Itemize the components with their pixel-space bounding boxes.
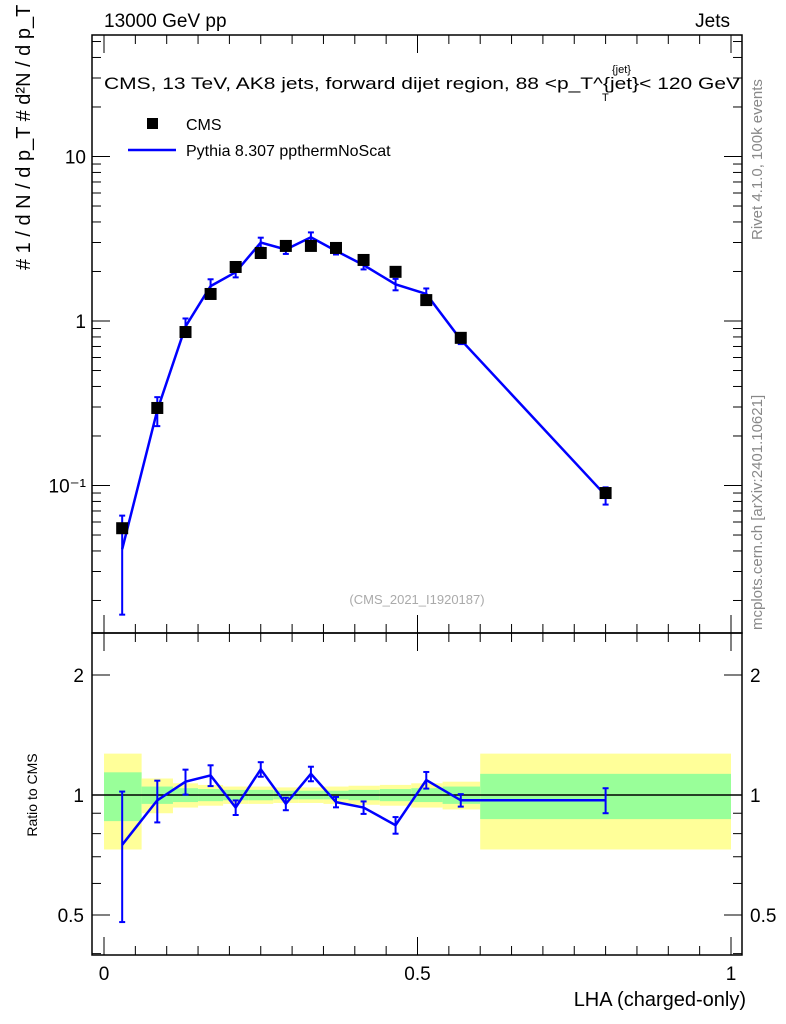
plot-title-superscript: {jet} xyxy=(612,64,631,76)
ratio-y-tick-label: 1 xyxy=(750,786,761,807)
rivet-label: Rivet 4.1.0, 100k events xyxy=(749,79,766,240)
header-right: Jets xyxy=(695,11,730,32)
data-point xyxy=(454,331,467,344)
ratio-line xyxy=(121,767,606,846)
data-point xyxy=(204,287,217,300)
ratio-y-tick-label: 0.5 xyxy=(58,906,84,927)
watermark: (CMS_2021_I1920187) xyxy=(349,592,484,607)
data-point xyxy=(304,239,317,252)
data-point xyxy=(389,265,402,278)
x-axis-title: LHA (charged-only) xyxy=(574,989,746,1011)
y-axis-title: # 1 / d N / d p_T # d²N / d p_T dλ xyxy=(13,0,35,270)
plot-title: CMS, 13 TeV, AK8 jets, forward dijet reg… xyxy=(104,74,741,93)
y-tick-label: 1 xyxy=(75,312,86,333)
legend-data-marker xyxy=(147,118,158,129)
data-point xyxy=(599,487,612,500)
data-point xyxy=(116,522,129,535)
data-point xyxy=(329,241,342,254)
mc-line xyxy=(120,235,607,550)
y-tick-label: 10⁻¹ xyxy=(49,477,87,498)
legend-data-label: CMS xyxy=(186,117,222,134)
ratio-y-tick-label: 2 xyxy=(73,666,84,687)
ratio-y-tick-label: 0.5 xyxy=(750,906,776,927)
data-point xyxy=(357,253,370,266)
data-point xyxy=(179,326,192,339)
data-point xyxy=(151,401,164,414)
ratio-y-tick-label: 1 xyxy=(73,786,84,807)
mcplots-label: mcplots.cern.ch [arXiv:2401.10621] xyxy=(749,395,766,630)
legend-mc-label: Pythia 8.307 ppthermNoScat xyxy=(186,143,391,160)
ratio-panel: 0.5 0.5 1 1 2 2 0 0.5 1 xyxy=(58,632,776,985)
ratio-y-title: Ratio to CMS xyxy=(24,753,40,836)
x-tick-label: 0.5 xyxy=(404,964,430,985)
data-point xyxy=(279,239,292,252)
header-left: 13000 GeV pp xyxy=(104,11,227,32)
data-point xyxy=(254,247,267,260)
data-point xyxy=(420,294,433,307)
data-point xyxy=(229,260,242,273)
plot-title-subscript: T xyxy=(602,92,609,104)
y-tick-label: 10 xyxy=(65,148,86,169)
x-tick-label: 0 xyxy=(99,964,110,985)
ratio-y-tick-label: 2 xyxy=(750,666,761,687)
x-tick-label: 1 xyxy=(726,964,737,985)
